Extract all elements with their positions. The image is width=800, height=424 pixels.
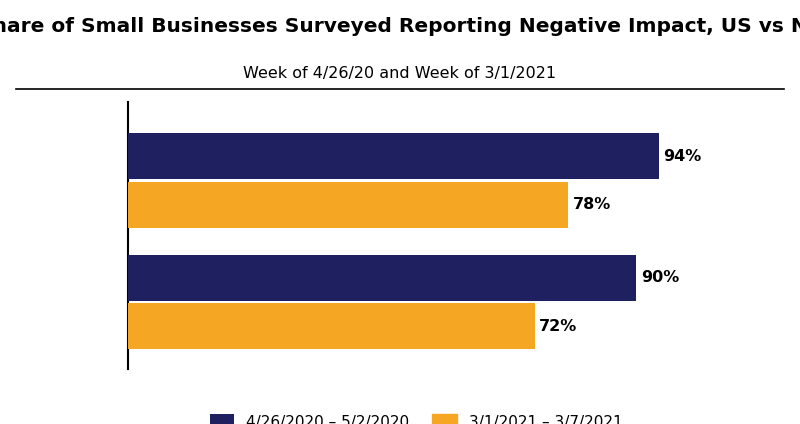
Text: 72%: 72% bbox=[539, 319, 578, 334]
Text: 78%: 78% bbox=[573, 198, 611, 212]
Bar bbox=[128, 182, 569, 228]
Bar bbox=[128, 133, 659, 179]
Bar bbox=[128, 303, 534, 349]
Bar bbox=[128, 255, 636, 301]
Text: 94%: 94% bbox=[663, 149, 702, 164]
Text: 90%: 90% bbox=[641, 271, 679, 285]
Text: Share of Small Businesses Surveyed Reporting Negative Impact, US vs NY: Share of Small Businesses Surveyed Repor… bbox=[0, 17, 800, 36]
Text: Week of 4/26/20 and Week of 3/1/2021: Week of 4/26/20 and Week of 3/1/2021 bbox=[243, 66, 557, 81]
Legend: 4/26/2020 – 5/2/2020, 3/1/2021 – 3/7/2021: 4/26/2020 – 5/2/2020, 3/1/2021 – 3/7/202… bbox=[203, 408, 629, 424]
